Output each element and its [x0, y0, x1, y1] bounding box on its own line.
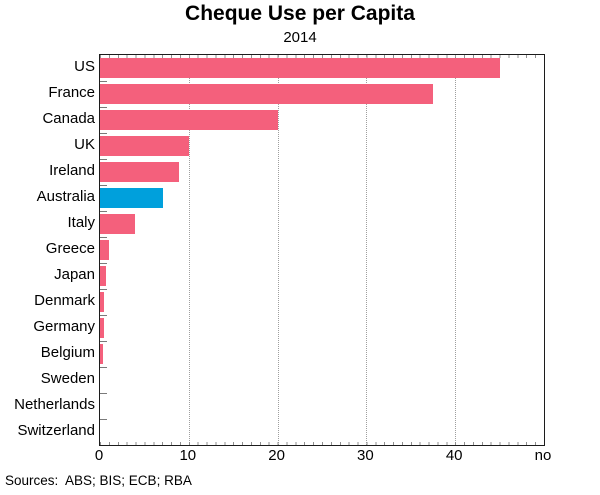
gridline-x-30 [366, 55, 368, 445]
bar-row-belgium [100, 341, 544, 367]
y-label-australia: Australia [36, 188, 95, 205]
bar-row-australia [100, 185, 544, 211]
y-label-italy: Italy [67, 214, 95, 231]
y-label-ireland: Ireland [49, 162, 95, 179]
x-tick-label-20: 20 [268, 447, 285, 464]
x-tick-label-10: 10 [179, 447, 197, 464]
category-tick [100, 263, 107, 264]
bar-row-france [100, 81, 544, 107]
category-tick [100, 341, 107, 342]
bar-uk [100, 136, 189, 156]
bar-row-italy [100, 211, 544, 237]
x-tick-label-30: 30 [357, 447, 374, 464]
y-label-france: France [48, 84, 95, 101]
bar-row-greece [100, 237, 544, 263]
y-label-japan: Japan [54, 266, 95, 283]
bar-japan [100, 266, 106, 286]
bar-canada [100, 110, 278, 130]
x-tick-label-40: 40 [445, 447, 463, 464]
bar-row-us [100, 55, 544, 81]
y-label-switzerland: Switzerland [17, 422, 95, 439]
y-label-sweden: Sweden [40, 370, 95, 387]
y-label-germany: Germany [33, 318, 95, 335]
category-tick [100, 107, 107, 108]
bar-row-canada [100, 107, 544, 133]
category-tick [100, 393, 107, 394]
bar-denmark [100, 292, 105, 312]
bar-greece [100, 240, 109, 260]
gridline-x-40 [455, 55, 457, 445]
category-tick [100, 289, 107, 290]
bar-row-uk [100, 133, 544, 159]
bar-row-sweden [100, 367, 544, 393]
bar-belgium [100, 344, 103, 364]
gridline-x-20 [277, 55, 279, 445]
y-label-belgium: Belgium [40, 344, 95, 361]
category-tick [100, 367, 107, 368]
chart-title: Cheque Use per Capita [185, 2, 415, 25]
category-tick [100, 237, 107, 238]
bar-row-ireland [100, 159, 544, 185]
y-label-greece: Greece [45, 240, 95, 257]
sources-note: Sources: ABS; BIS; ECB; RBA [5, 473, 192, 488]
y-axis-labels: US France Canada UK Ireland Australia Italy Gre… [0, 54, 95, 444]
x-axis: 0 10 20 30 40 no [0, 447, 600, 467]
bar-germany [100, 318, 104, 338]
y-label-netherlands: Netherlands [14, 396, 95, 413]
bar-australia [100, 188, 164, 208]
y-label-denmark: Denmark [34, 292, 95, 309]
y-label-uk: UK [74, 136, 95, 153]
chart-subtitle: 2014 [283, 29, 317, 46]
category-tick [100, 315, 107, 316]
plot-area [99, 54, 545, 446]
category-tick [100, 81, 107, 82]
bar-france [100, 84, 433, 104]
y-label-us: US [74, 58, 95, 75]
bar-italy [100, 214, 135, 234]
category-tick [100, 185, 107, 186]
x-axis-unit-label: no [534, 447, 552, 464]
bar-row-japan [100, 263, 544, 289]
bar-row-denmark [100, 289, 544, 315]
x-tick-label-0: 0 [94, 447, 104, 464]
bar-row-germany [100, 315, 544, 341]
category-tick [100, 159, 107, 160]
y-label-canada: Canada [42, 110, 95, 127]
category-tick [100, 133, 107, 134]
bar-row-switzerland [100, 419, 544, 445]
bar-row-netherlands [100, 393, 544, 419]
gridline-x-10 [188, 55, 190, 445]
bar-ireland [100, 162, 180, 182]
category-tick [100, 211, 107, 212]
bar-us [100, 58, 500, 78]
category-tick [100, 419, 107, 420]
